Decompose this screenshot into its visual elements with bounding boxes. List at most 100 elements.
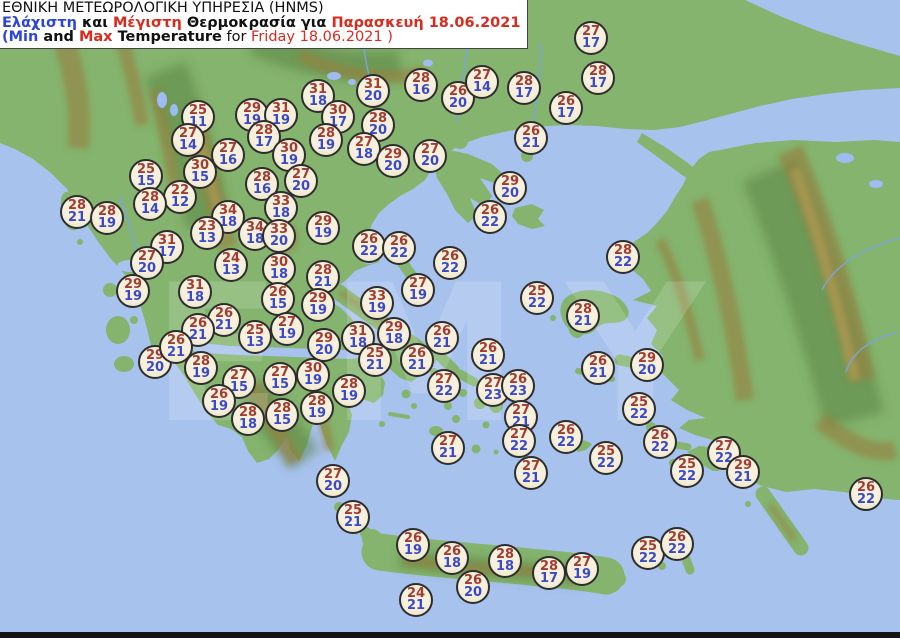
max-temp: 29 (733, 457, 753, 473)
max-temp: 33 (367, 288, 387, 304)
temp-badge: 27 20 (284, 164, 318, 198)
temp-badge: 26 21 (159, 330, 193, 364)
max-temp: 27 (472, 67, 492, 83)
lefkada-island (103, 283, 117, 297)
max-temp: 30 (279, 140, 299, 156)
temp-badge: 28 21 (60, 195, 94, 229)
temp-badge: 25 22 (670, 454, 704, 488)
temp-badge: 25 22 (622, 392, 656, 426)
subtitle-segment: Μέγιστη (112, 14, 182, 31)
max-temp: 25 (343, 502, 363, 518)
min-temp: 20 (463, 585, 483, 600)
min-temp: 21 (573, 314, 593, 329)
temp-badge: 26 23 (501, 369, 535, 403)
temp-badge: 27 19 (565, 552, 599, 586)
lake (869, 180, 883, 188)
title-block: ΕΘΝΙΚΗ ΜΕΤΕΩΡΟΛΟΓΙΚΗ ΥΠΗΡΕΣΙΑ (HNMS) Ελά… (0, 0, 529, 49)
min-temp: 16 (218, 153, 238, 168)
temp-badge: 29 19 (116, 274, 150, 308)
temp-badge: 26 22 (549, 420, 583, 454)
max-temp: 28 (191, 353, 211, 369)
min-temp: 20 (137, 261, 157, 276)
max-temp: 26 (389, 233, 409, 249)
min-temp: 21 (67, 210, 87, 225)
temp-badge: 25 22 (589, 441, 623, 475)
max-temp: 24 (221, 250, 241, 266)
subtitle-segment: Temperature (112, 29, 222, 46)
min-temp: 22 (629, 407, 649, 422)
max-temp: 33 (271, 193, 291, 209)
max-temp: 26 (508, 371, 528, 387)
subtitle-segment: for (221, 29, 252, 46)
min-temp: 21 (313, 275, 333, 290)
min-temp: 20 (145, 360, 165, 375)
min-temp: 19 (277, 327, 297, 342)
max-temp: 26 (209, 386, 229, 402)
max-temp: 25 (527, 283, 547, 299)
min-temp: 20 (368, 123, 388, 138)
min-temp: 17 (556, 106, 576, 121)
min-temp: 23 (483, 388, 503, 403)
min-temp: 19 (271, 113, 291, 128)
min-temp: 16 (252, 182, 272, 197)
max-temp: 29 (313, 213, 333, 229)
max-temp: 27 (137, 248, 157, 264)
temp-badge: 26 21 (581, 351, 615, 385)
min-temp: 20 (637, 363, 657, 378)
lake (157, 92, 167, 108)
lake (836, 153, 854, 163)
temp-badge: 26 15 (261, 282, 295, 316)
thasos-island (452, 133, 468, 149)
min-temp: 19 (303, 373, 323, 388)
max-temp: 31 (271, 100, 291, 116)
min-temp: 18 (245, 232, 265, 247)
max-temp: 25 (245, 322, 265, 338)
min-temp: 12 (170, 195, 190, 210)
subtitle-segment: (Min (2, 29, 39, 46)
max-temp: 28 (238, 404, 258, 420)
syros-island (459, 389, 467, 397)
temp-badge: 31 18 (301, 79, 335, 113)
max-temp: 34 (218, 202, 238, 218)
max-temp: 27 (521, 458, 541, 474)
max-temp: 27 (483, 375, 503, 391)
min-temp: 19 (97, 216, 117, 231)
max-temp: 27 (323, 466, 343, 482)
max-temp: 34 (245, 219, 265, 235)
temp-badge: 30 19 (296, 358, 330, 392)
temp-badge: 26 21 (181, 313, 215, 347)
anafi-island (493, 449, 499, 455)
max-temp: 29 (637, 350, 657, 366)
min-temp: 18 (271, 206, 291, 221)
temp-badge: 26 22 (849, 477, 883, 511)
temp-badge: 29 21 (726, 455, 760, 489)
temp-badge: 27 18 (347, 132, 381, 166)
subtitle-segment: Friday 18.06.2021 ) (251, 29, 393, 46)
max-temp: 26 (359, 231, 379, 247)
max-temp: 27 (511, 402, 531, 418)
min-temp: 19 (339, 389, 359, 404)
temp-badge: 28 19 (309, 123, 343, 157)
max-temp: 27 (572, 554, 592, 570)
max-temp: 26 (448, 83, 468, 99)
agency-title: ΕΘΝΙΚΗ ΜΕΤΕΩΡΟΛΟΓΙΚΗ ΥΠΗΡΕΣΙΑ (HNMS) (2, 0, 324, 16)
min-temp: 14 (140, 202, 160, 217)
min-temp: 15 (229, 380, 249, 395)
max-temp: 22 (170, 182, 190, 198)
max-temp: 28 (252, 169, 272, 185)
temp-badge: 26 21 (471, 338, 505, 372)
temp-badge: 29 20 (307, 328, 341, 362)
subtitle-segment: Θερμοκρασία για (181, 14, 332, 31)
min-temp: 21 (214, 318, 234, 333)
min-temp: 18 (185, 290, 205, 305)
crete-east-tip (610, 571, 626, 587)
min-temp: 19 (279, 153, 299, 168)
max-temp: 25 (136, 161, 156, 177)
min-temp: 18 (218, 215, 238, 230)
temp-badge: 28 19 (90, 201, 124, 235)
temp-badge: 29 19 (306, 211, 340, 245)
min-temp: 17 (539, 571, 559, 586)
max-temp: 28 (313, 262, 333, 278)
max-temp: 25 (188, 102, 208, 118)
max-temp: 26 (650, 427, 670, 443)
